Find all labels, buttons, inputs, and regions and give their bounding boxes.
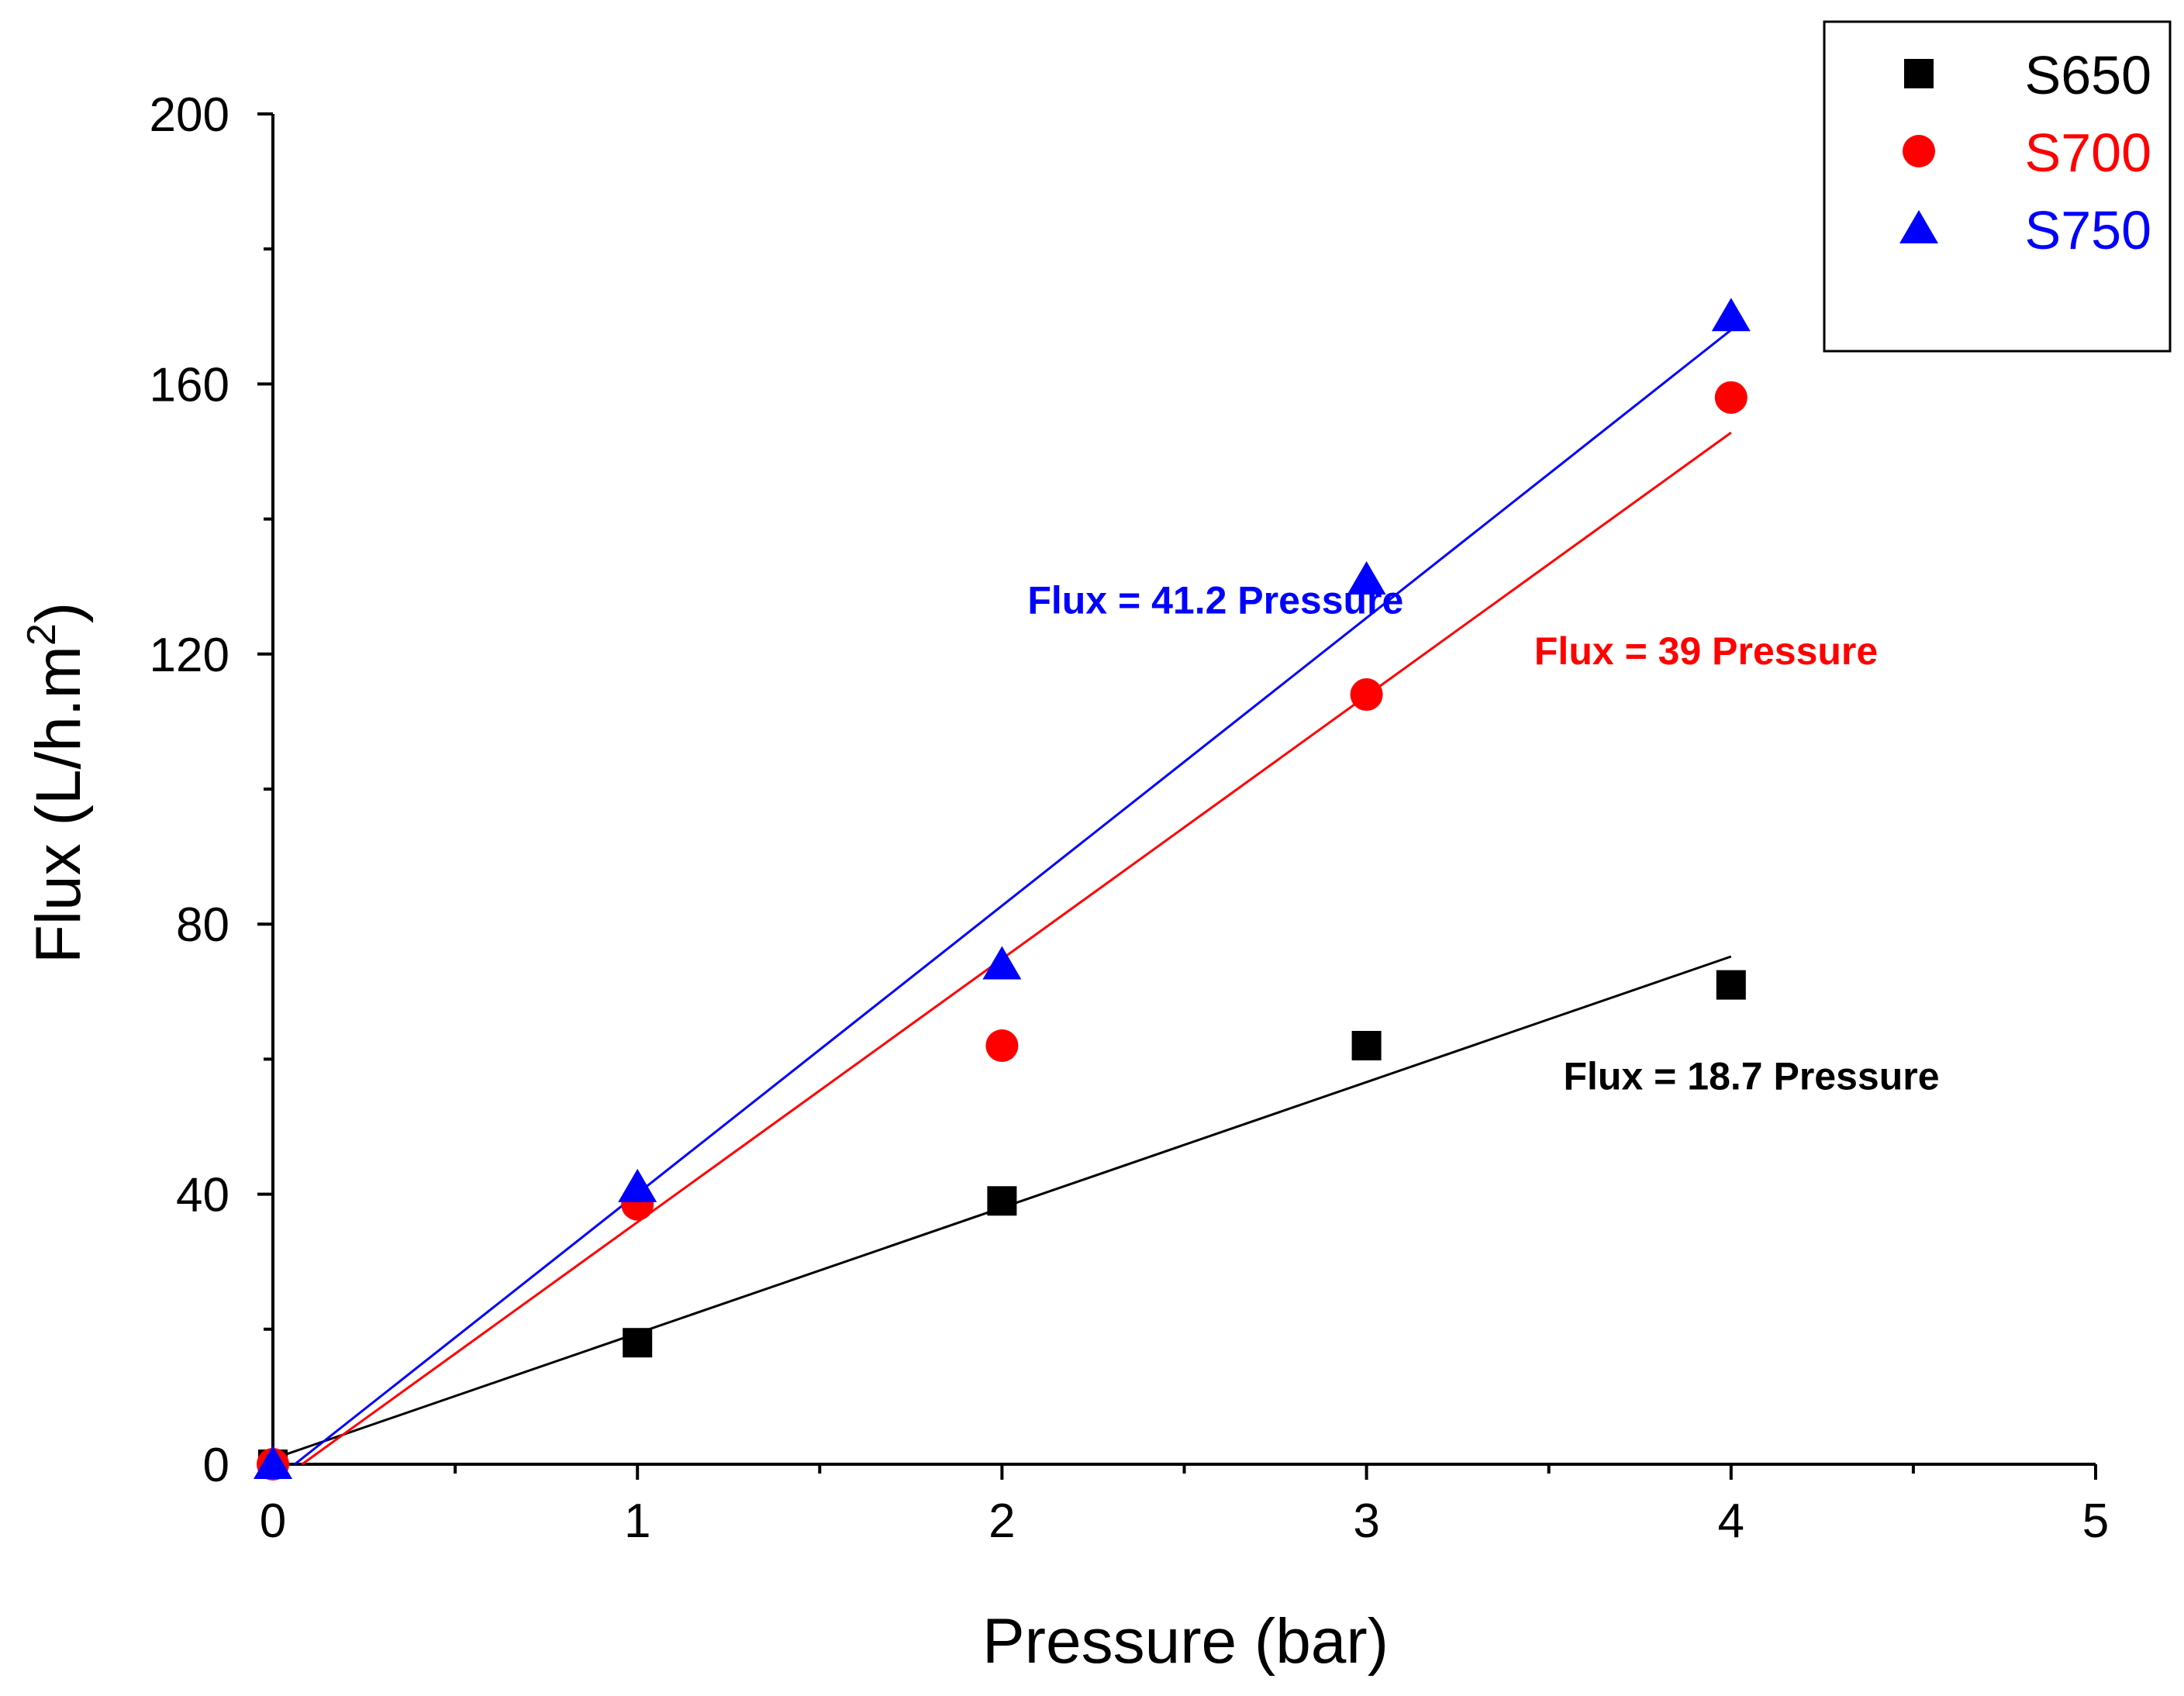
fit-equation-s700: Flux = 39 Pressure: [1534, 629, 1878, 673]
fit-equation-s650: Flux = 18.7 Pressure: [1564, 1055, 1940, 1098]
x-tick-label: 0: [260, 1494, 286, 1548]
legend-box: [1823, 20, 2172, 353]
data-point-s750: [1711, 298, 1751, 332]
x-tick-label: 2: [988, 1494, 1015, 1548]
fit-line-s750: [294, 329, 1732, 1466]
y-axis-title: Flux (L/h.m2): [19, 602, 94, 963]
data-point-s700: [1350, 678, 1383, 712]
y-tick-label: 120: [150, 629, 229, 682]
legend-marker-s700: [1903, 135, 1935, 167]
fit-annotations: Flux = 18.7 Pressure Flux = 39 Pressure Fl…: [1027, 579, 1939, 1098]
legend-label-s750: S750: [2025, 200, 2151, 260]
fit-line-s700: [301, 431, 1732, 1466]
data-point-s750: [254, 1446, 292, 1479]
data-markers: [254, 298, 1751, 1481]
y-tick-label: 40: [176, 1169, 229, 1222]
legend-label-s700: S700: [2025, 122, 2151, 183]
data-point-s650: [1716, 970, 1746, 1000]
y-tick-label: 80: [176, 898, 229, 952]
legend-label-s650: S650: [2025, 45, 2151, 105]
data-point-s650: [623, 1328, 653, 1358]
x-tick-label: 5: [2082, 1494, 2109, 1548]
data-point-s750: [982, 946, 1022, 980]
legend-marker-s650: [1904, 59, 1934, 88]
data-point-s700: [1714, 381, 1748, 414]
y-tick-label: 160: [150, 358, 229, 412]
legend: S650 S700 S750: [1823, 20, 2172, 353]
data-point-s700: [985, 1029, 1019, 1062]
y-tick-label: 200: [150, 88, 229, 142]
data-point-s650: [1351, 1030, 1382, 1060]
fit-equation-s750: Flux = 41.2 Pressure: [1027, 579, 1403, 622]
data-point-s650: [987, 1186, 1017, 1216]
x-tick-label: 4: [1718, 1494, 1744, 1548]
y-tick-label: 0: [203, 1439, 229, 1492]
x-tick-label: 1: [624, 1494, 650, 1548]
legend-marker-s750: [1899, 210, 1938, 243]
data-point-s750: [1347, 560, 1386, 595]
y-axis-title-close: ): [23, 602, 94, 623]
x-tick-label: 3: [1353, 1494, 1379, 1548]
data-point-s750: [618, 1168, 657, 1202]
y-axis-title-superscript: 2: [19, 623, 64, 646]
x-axis-title: Pressure (bar): [982, 1606, 1389, 1677]
y-axis-title-main: Flux (L/h.m: [23, 646, 94, 963]
axis-ticks: 0 1 2 3 4 5 0 40 80 120 160 200: [150, 88, 2110, 1548]
